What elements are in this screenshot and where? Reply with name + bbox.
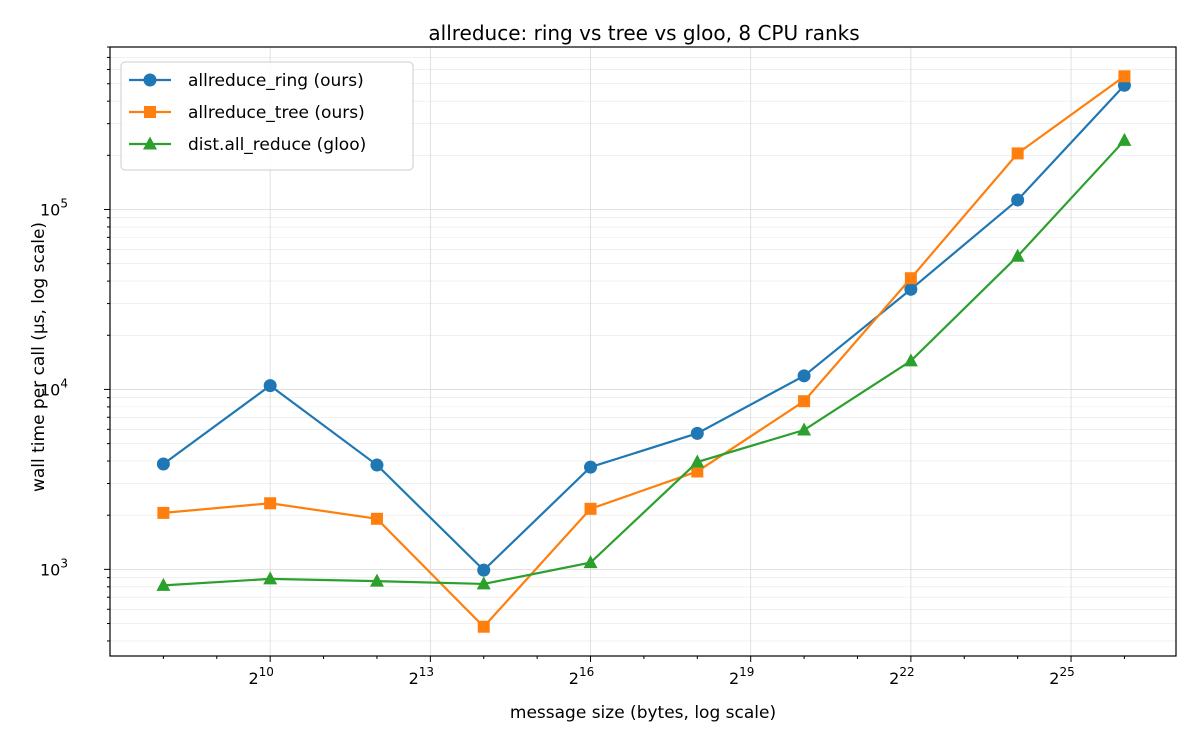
data-point — [690, 454, 705, 468]
y-axis-label: wall time per call (μs, log scale) — [29, 222, 49, 492]
y-tick-label-base: 10 — [40, 380, 60, 399]
x-tick-label-exponent: 22 — [899, 665, 914, 679]
x-tick-label-exponent: 25 — [1059, 665, 1074, 679]
x-tick-label-exponent: 16 — [579, 665, 594, 679]
data-point — [797, 422, 812, 436]
x-tick-label: 213 — [409, 665, 434, 688]
series-line — [162, 84, 1126, 572]
legend-marker — [144, 106, 156, 118]
legend-item: allreduce_tree (ours) — [129, 103, 365, 123]
x-tick-label-exponent: 19 — [739, 665, 754, 679]
data-point — [583, 555, 598, 569]
series-2 — [157, 70, 1131, 633]
y-tick-label-base: 10 — [40, 560, 60, 579]
y-tick-label-exponent: 4 — [60, 376, 68, 390]
data-point — [904, 282, 918, 296]
x-axis-label: message size (bytes, log scale) — [510, 703, 776, 723]
data-point — [904, 272, 917, 285]
legend-marker — [143, 73, 157, 87]
legend-marker — [143, 136, 157, 150]
data-point — [1118, 70, 1131, 83]
data-point — [263, 379, 277, 393]
legend-item: dist.all_reduce (gloo) — [129, 135, 366, 155]
x-tick-label-base: 2 — [1049, 669, 1059, 688]
y-tick-label: 103 — [40, 556, 68, 579]
data-point — [263, 571, 278, 585]
x-tick-label-base: 2 — [569, 669, 579, 688]
data-point — [584, 460, 598, 474]
data-point — [1011, 193, 1025, 207]
data-point — [370, 458, 384, 472]
series-line — [163, 139, 1126, 587]
series-1 — [156, 78, 1131, 577]
series-layer — [156, 70, 1132, 633]
data-point — [1011, 147, 1024, 160]
x-tick-label: 210 — [248, 665, 273, 688]
y-tick-label: 104 — [40, 376, 68, 399]
data-point — [476, 576, 491, 590]
data-point — [1117, 132, 1132, 146]
legend-item: allreduce_ring (ours) — [129, 71, 364, 91]
data-point — [691, 465, 704, 478]
data-point — [156, 457, 170, 471]
x-tick-label-base: 2 — [409, 669, 419, 688]
data-point — [1010, 248, 1025, 262]
legend-label: allreduce_tree (ours) — [188, 103, 365, 123]
chart-title: allreduce: ring vs tree vs gloo, 8 CPU r… — [428, 21, 859, 45]
data-point — [798, 395, 811, 408]
x-tick-label: 222 — [889, 665, 914, 688]
plot-area-frame — [109, 46, 1177, 657]
x-tick-label-base: 2 — [248, 669, 258, 688]
x-tick-label-base: 2 — [889, 669, 899, 688]
data-point — [156, 577, 171, 591]
y-tick-label: 105 — [40, 196, 68, 219]
grid — [110, 46, 1176, 656]
series-line — [163, 75, 1126, 629]
x-tick-label: 225 — [1049, 665, 1074, 688]
x-tick-label: 216 — [569, 665, 594, 688]
data-point — [370, 512, 383, 525]
data-point — [903, 353, 918, 367]
y-tick-label-exponent: 5 — [60, 196, 68, 210]
x-tick-label-base: 2 — [729, 669, 739, 688]
data-point — [477, 563, 491, 577]
legend-label: dist.all_reduce (gloo) — [188, 135, 366, 155]
data-point — [690, 426, 704, 440]
legend-box — [120, 61, 414, 171]
data-point — [797, 369, 811, 383]
series-3 — [156, 132, 1132, 591]
x-tick-label-exponent: 10 — [259, 665, 274, 679]
data-point — [264, 497, 277, 510]
data-point — [369, 573, 384, 587]
y-tick-label-exponent: 3 — [60, 556, 68, 570]
x-tick-label-exponent: 13 — [419, 665, 434, 679]
data-point — [157, 506, 170, 519]
data-point — [584, 502, 597, 515]
legend-label: allreduce_ring (ours) — [188, 71, 364, 91]
data-point — [477, 620, 490, 633]
x-tick-label: 219 — [729, 665, 754, 688]
legend: allreduce_ring (ours) allreduce_tree (our… — [120, 61, 414, 171]
y-tick-label-base: 10 — [40, 200, 60, 219]
